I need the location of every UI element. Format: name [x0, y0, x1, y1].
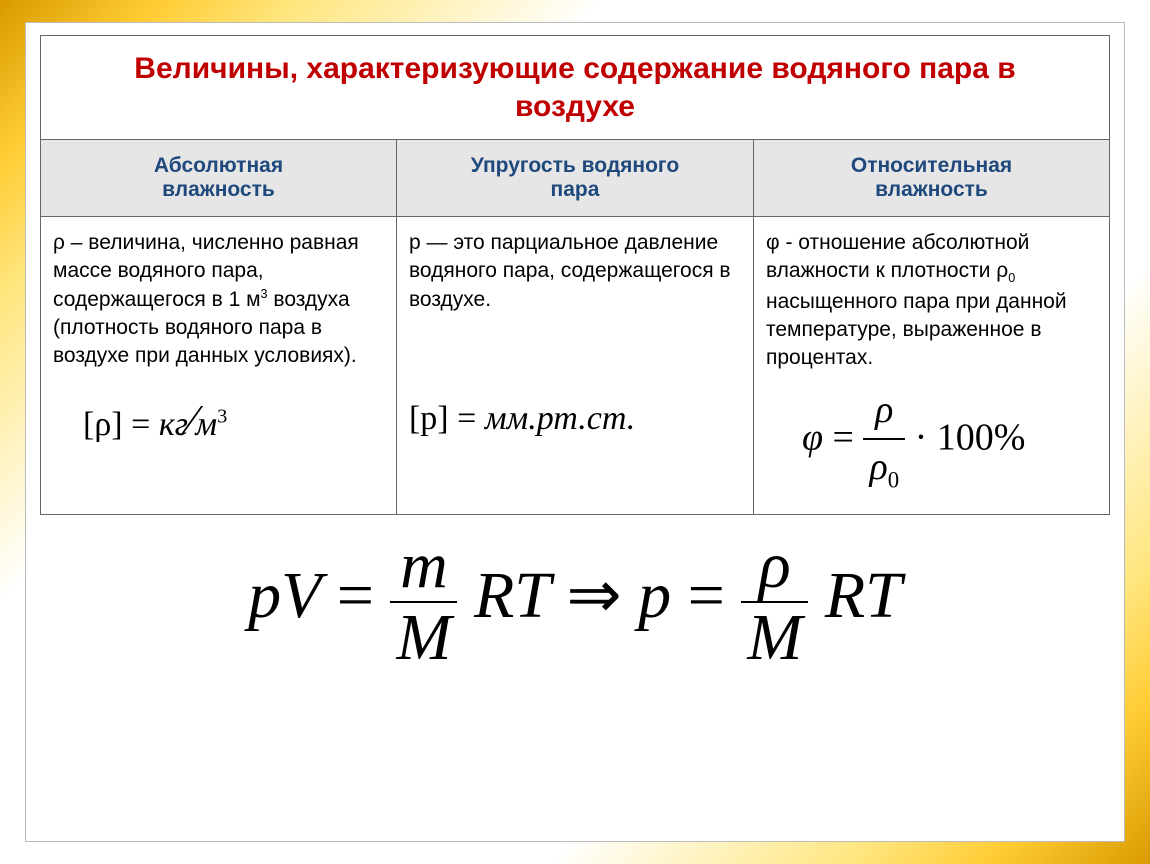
cell3-text-a: - отношение абсолютной влажности к плотн…: [766, 231, 1029, 282]
bf-rt2: RT: [825, 559, 902, 632]
phi-var: φ: [802, 416, 823, 458]
bf-frac1: m M: [390, 533, 457, 671]
bf-pV: pV: [248, 559, 320, 632]
bf-rt1: RT: [474, 559, 550, 632]
slide-background: Величины, характеризующие содержание вод…: [0, 0, 1150, 864]
symbol-phi: φ: [766, 231, 780, 254]
phi-den-sub: 0: [888, 467, 899, 492]
col-header-1-line1: Абсолютная: [154, 154, 283, 177]
p-eq: =: [449, 400, 485, 437]
bf-frac2: ρ M: [741, 533, 808, 671]
main-table: Величины, характеризующие содержание вод…: [40, 35, 1110, 515]
cell2-text: — это парциальное давление водяного пара…: [409, 231, 731, 311]
col-header-2-line1: Упругость водяного: [471, 154, 679, 177]
phi-den: ρ0: [863, 440, 905, 496]
col-header-3: Относительная влажность: [754, 140, 1110, 217]
col-header-1-line2: влажность: [162, 178, 275, 201]
cell3-text-b: насыщенного пара при данной температуре,…: [766, 290, 1067, 370]
p-unit: мм.рт.ст.: [485, 400, 635, 437]
col-header-2-line2: пара: [551, 178, 600, 201]
phi-num: ρ: [863, 385, 905, 440]
symbol-rho: ρ: [53, 231, 65, 254]
bf-f2-den: M: [741, 603, 808, 671]
bf-p2: p: [638, 559, 671, 632]
formula-p-units: [p] = мм.рт.ст.: [409, 396, 741, 442]
phi-tail: · 100%: [905, 416, 1025, 458]
cell3-sub0: 0: [1008, 272, 1015, 286]
bf-arrow: ⇒: [566, 559, 638, 632]
cell-relative-humidity: φ - отношение абсолютной влажности к пло…: [754, 217, 1110, 515]
bf-f1-num: m: [390, 533, 457, 603]
rho-unit-den-exp: 3: [217, 405, 227, 427]
cell-vapor-pressure: p — это парциальное давление водяного па…: [396, 217, 753, 515]
cell-absolute-humidity: ρ – величина, численно равная массе водя…: [41, 217, 397, 515]
bf-eq1: =: [337, 559, 391, 632]
col-header-2: Упругость водяного пара: [396, 140, 753, 217]
rho-lhs: [ρ]: [83, 406, 123, 443]
rho-unit-den: м: [195, 406, 217, 443]
rho-eq: =: [123, 406, 159, 443]
col-header-1: Абсолютная влажность: [41, 140, 397, 217]
content-panel: Величины, характеризующие содержание вод…: [25, 22, 1125, 842]
col-header-3-line1: Относительная: [851, 154, 1012, 177]
col-header-3-line2: влажность: [875, 178, 988, 201]
bottom-formula: pV = m M RT ⇒ p = ρ M RT: [40, 533, 1110, 671]
p-lhs: [p]: [409, 400, 449, 437]
rho-unit-num: кг: [159, 406, 188, 443]
formula-rho-units: [ρ] = кг⁄м3: [53, 391, 384, 451]
table-title: Величины, характеризующие содержание вод…: [41, 36, 1110, 140]
phi-den-sym: ρ: [869, 446, 887, 488]
cell1-exp: 3: [261, 287, 268, 301]
symbol-p: p: [409, 231, 421, 254]
phi-eq: =: [823, 416, 863, 458]
phi-fraction: ρ ρ0: [863, 385, 905, 497]
bf-eq2: =: [688, 559, 742, 632]
formula-phi: φ = ρ ρ0 · 100%: [766, 385, 1097, 497]
bf-f1-den: M: [390, 603, 457, 671]
bf-f2-num: ρ: [741, 533, 808, 603]
